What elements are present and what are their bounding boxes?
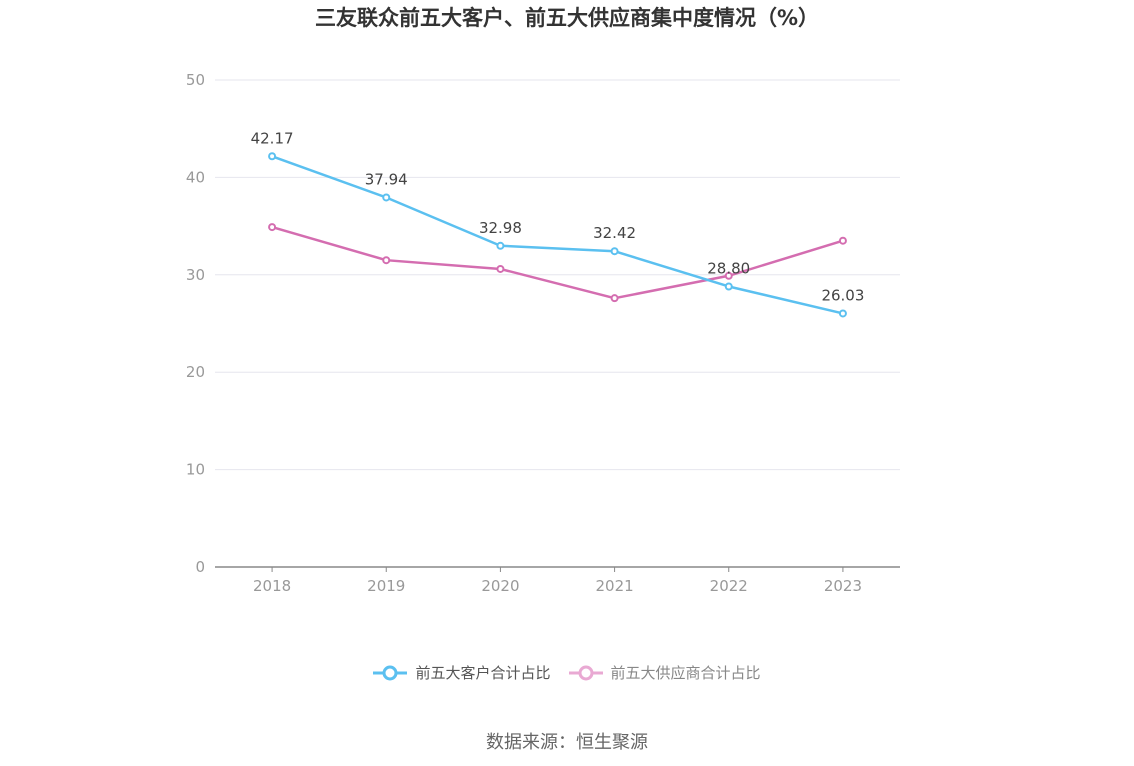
x-tick-label: 2021 — [595, 577, 633, 595]
legend-item-customers[interactable]: 前五大客户合计占比 — [373, 662, 551, 683]
data-label: 32.98 — [479, 219, 522, 237]
x-tick-label: 2018 — [253, 577, 291, 595]
data-point-0 — [724, 282, 733, 291]
y-tick-label: 20 — [186, 363, 205, 381]
legend: 前五大客户合计占比 前五大供应商合计占比 — [0, 662, 1134, 683]
legend-marker-suppliers — [568, 665, 603, 680]
x-tick-label: 2022 — [710, 577, 748, 595]
legend-label-suppliers: 前五大供应商合计占比 — [610, 664, 761, 682]
data-label: 37.94 — [365, 170, 408, 188]
y-tick-label: 10 — [186, 461, 205, 479]
x-tick-label: 2020 — [481, 577, 519, 595]
data-label: 32.42 — [593, 224, 636, 242]
data-point-1 — [496, 264, 505, 273]
y-tick-label: 0 — [195, 558, 205, 576]
data-point-1 — [610, 294, 619, 303]
data-point-1 — [382, 256, 391, 265]
legend-item-suppliers[interactable]: 前五大供应商合计占比 — [568, 662, 761, 683]
data-point-1 — [268, 223, 277, 232]
series-line-0 — [271, 155, 844, 315]
y-tick-label: 50 — [186, 71, 205, 89]
data-point-0 — [838, 309, 847, 318]
y-tick-label: 40 — [186, 168, 205, 186]
data-source: 数据来源：恒生聚源 — [486, 732, 648, 753]
line-chart: 0 10 20 30 40 50 2018 2019 2020 2021 2022 2023 42.17… — [186, 71, 900, 595]
data-point-0 — [382, 193, 391, 202]
data-point-1 — [838, 236, 847, 245]
data-point-0 — [268, 152, 277, 161]
legend-marker-customers — [373, 665, 408, 680]
data-point-0 — [496, 241, 505, 250]
x-tick-label: 2023 — [824, 577, 862, 595]
y-tick-label: 30 — [186, 266, 205, 284]
data-point-0 — [610, 247, 619, 256]
x-tick-label: 2019 — [367, 577, 405, 595]
legend-label-customers: 前五大客户合计占比 — [415, 664, 551, 682]
chart-title: 三友联众前五大客户、前五大供应商集中度情况（%） — [314, 6, 820, 30]
data-label: 28.80 — [707, 259, 750, 277]
data-point-1 — [724, 271, 733, 280]
series-line-1 — [271, 225, 844, 300]
data-label: 42.17 — [251, 129, 294, 147]
data-label: 26.03 — [821, 286, 864, 304]
